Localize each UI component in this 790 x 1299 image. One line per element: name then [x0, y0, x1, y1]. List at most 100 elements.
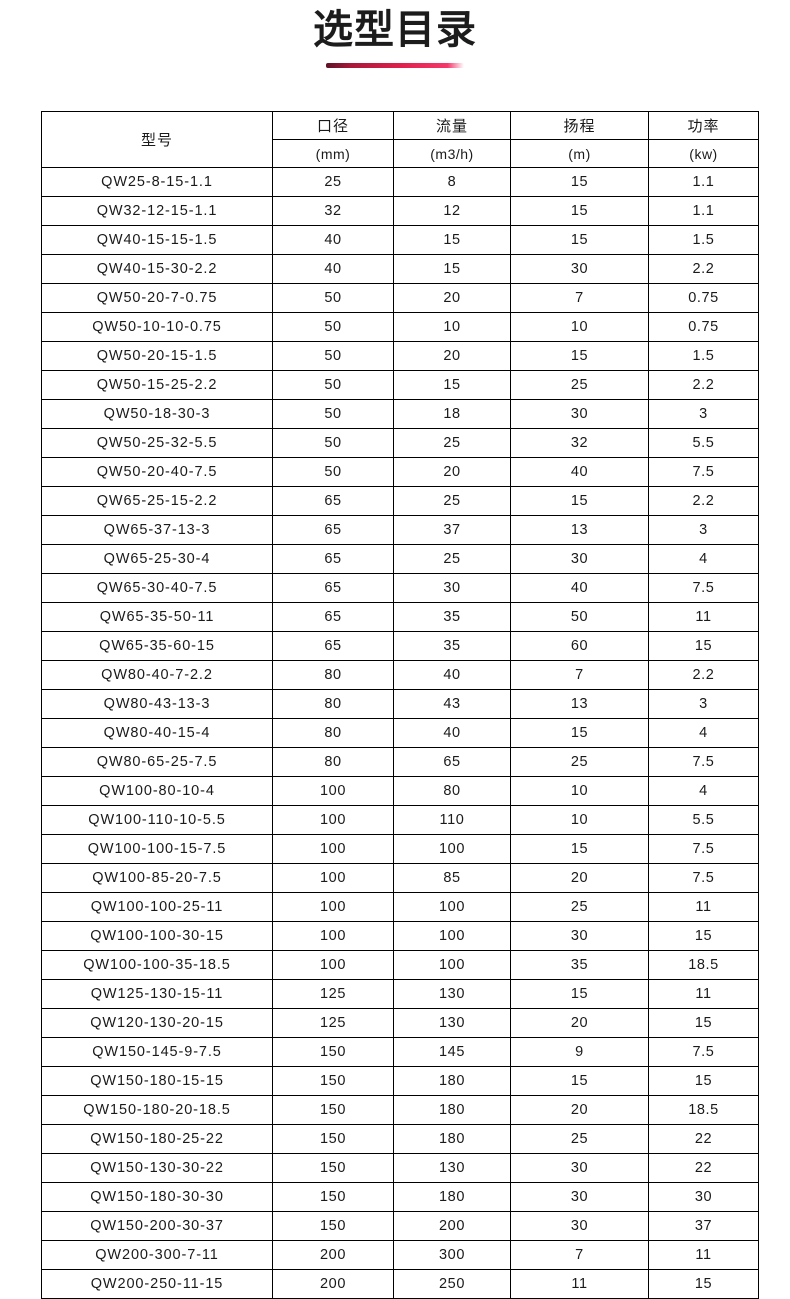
cell-flow: 180 — [393, 1124, 511, 1154]
cell-flow: 35 — [393, 631, 511, 661]
cell-power: 3 — [648, 515, 759, 545]
cell-head: 40 — [510, 457, 649, 487]
cell-flow: 130 — [393, 1153, 511, 1183]
cell-bore: 100 — [272, 950, 394, 980]
table-row: QW40-15-30-2.2 40 15 30 2.2 — [41, 254, 759, 284]
cell-model: QW50-18-30-3 — [41, 399, 273, 429]
cell-bore: 65 — [272, 544, 394, 574]
cell-model: QW80-43-13-3 — [41, 689, 273, 719]
cell-bore: 50 — [272, 283, 394, 313]
cell-bore: 150 — [272, 1153, 394, 1183]
cell-model: QW50-20-7-0.75 — [41, 283, 273, 313]
cell-bore: 150 — [272, 1066, 394, 1096]
cell-model: QW80-65-25-7.5 — [41, 747, 273, 777]
cell-head: 20 — [510, 1095, 649, 1125]
cell-flow: 130 — [393, 979, 511, 1009]
cell-power: 11 — [648, 1240, 759, 1270]
cell-model: QW150-145-9-7.5 — [41, 1037, 273, 1067]
table-row: QW50-10-10-0.75 50 10 10 0.75 — [41, 312, 759, 342]
cell-flow: 37 — [393, 515, 511, 545]
cell-power: 2.2 — [648, 660, 759, 690]
table-row: QW65-25-15-2.2 65 25 15 2.2 — [41, 486, 759, 516]
table-row: QW100-100-25-11 100 100 25 11 — [41, 892, 759, 922]
table-row: QW50-25-32-5.5 50 25 32 5.5 — [41, 428, 759, 458]
column-unit-flow: (m3/h) — [393, 139, 511, 168]
cell-bore: 100 — [272, 776, 394, 806]
column-unit-head: (m) — [510, 139, 649, 168]
cell-bore: 50 — [272, 428, 394, 458]
cell-head: 35 — [510, 950, 649, 980]
cell-bore: 125 — [272, 1008, 394, 1038]
page-title: 选型目录 — [313, 7, 477, 53]
cell-flow: 20 — [393, 457, 511, 487]
cell-bore: 80 — [272, 689, 394, 719]
cell-flow: 300 — [393, 1240, 511, 1270]
cell-power: 1.1 — [648, 196, 759, 226]
cell-power: 18.5 — [648, 1095, 759, 1125]
cell-bore: 150 — [272, 1095, 394, 1125]
cell-bore: 40 — [272, 225, 394, 255]
cell-head: 15 — [510, 486, 649, 516]
cell-model: QW100-100-30-15 — [41, 921, 273, 951]
table-row: QW150-180-25-22 150 180 25 22 — [41, 1124, 759, 1154]
cell-power: 5.5 — [648, 428, 759, 458]
table-row: QW32-12-15-1.1 32 12 15 1.1 — [41, 196, 759, 226]
cell-flow: 130 — [393, 1008, 511, 1038]
cell-flow: 110 — [393, 805, 511, 835]
cell-power: 4 — [648, 544, 759, 574]
cell-power: 22 — [648, 1153, 759, 1183]
cell-bore: 150 — [272, 1182, 394, 1212]
cell-bore: 25 — [272, 167, 394, 197]
cell-flow: 30 — [393, 573, 511, 603]
table-row: QW65-35-50-11 65 35 50 11 — [41, 602, 759, 632]
cell-power: 0.75 — [648, 312, 759, 342]
cell-head: 30 — [510, 921, 649, 951]
table-row: QW100-110-10-5.5 100 110 10 5.5 — [41, 805, 759, 835]
spec-table-container: 型号 口径 流量 扬程 功率 (mm) (m3/h) (m) (kw) QW25… — [41, 111, 759, 1299]
cell-power: 15 — [648, 1066, 759, 1096]
cell-head: 60 — [510, 631, 649, 661]
cell-flow: 100 — [393, 921, 511, 951]
cell-bore: 65 — [272, 573, 394, 603]
cell-bore: 80 — [272, 660, 394, 690]
cell-flow: 15 — [393, 225, 511, 255]
column-header-bore: 口径 — [272, 111, 394, 140]
table-row: QW50-20-40-7.5 50 20 40 7.5 — [41, 457, 759, 487]
cell-head: 10 — [510, 312, 649, 342]
table-row: QW100-100-30-15 100 100 30 15 — [41, 921, 759, 951]
cell-bore: 100 — [272, 863, 394, 893]
cell-head: 20 — [510, 1008, 649, 1038]
cell-power: 3 — [648, 399, 759, 429]
cell-flow: 40 — [393, 660, 511, 690]
cell-model: QW120-130-20-15 — [41, 1008, 273, 1038]
cell-power: 2.2 — [648, 486, 759, 516]
cell-bore: 50 — [272, 370, 394, 400]
cell-power: 11 — [648, 602, 759, 632]
cell-head: 25 — [510, 892, 649, 922]
table-row: QW80-40-15-4 80 40 15 4 — [41, 718, 759, 748]
cell-head: 10 — [510, 805, 649, 835]
cell-head: 30 — [510, 544, 649, 574]
cell-model: QW150-180-25-22 — [41, 1124, 273, 1154]
cell-model: QW65-37-13-3 — [41, 515, 273, 545]
cell-flow: 180 — [393, 1066, 511, 1096]
cell-power: 0.75 — [648, 283, 759, 313]
cell-model: QW40-15-15-1.5 — [41, 225, 273, 255]
cell-flow: 80 — [393, 776, 511, 806]
table-row: QW40-15-15-1.5 40 15 15 1.5 — [41, 225, 759, 255]
cell-model: QW100-100-15-7.5 — [41, 834, 273, 864]
cell-model: QW80-40-15-4 — [41, 718, 273, 748]
table-header: 型号 口径 流量 扬程 功率 (mm) (m3/h) (m) (kw) — [41, 111, 759, 168]
cell-head: 7 — [510, 1240, 649, 1270]
cell-power: 7.5 — [648, 863, 759, 893]
cell-head: 32 — [510, 428, 649, 458]
table-row: QW25-8-15-1.1 25 8 15 1.1 — [41, 167, 759, 197]
cell-power: 1.5 — [648, 225, 759, 255]
cell-model: QW125-130-15-11 — [41, 979, 273, 1009]
cell-power: 11 — [648, 979, 759, 1009]
column-header-model: 型号 — [41, 111, 273, 168]
cell-power: 2.2 — [648, 370, 759, 400]
cell-model: QW100-80-10-4 — [41, 776, 273, 806]
cell-model: QW50-20-40-7.5 — [41, 457, 273, 487]
cell-model: QW25-8-15-1.1 — [41, 167, 273, 197]
